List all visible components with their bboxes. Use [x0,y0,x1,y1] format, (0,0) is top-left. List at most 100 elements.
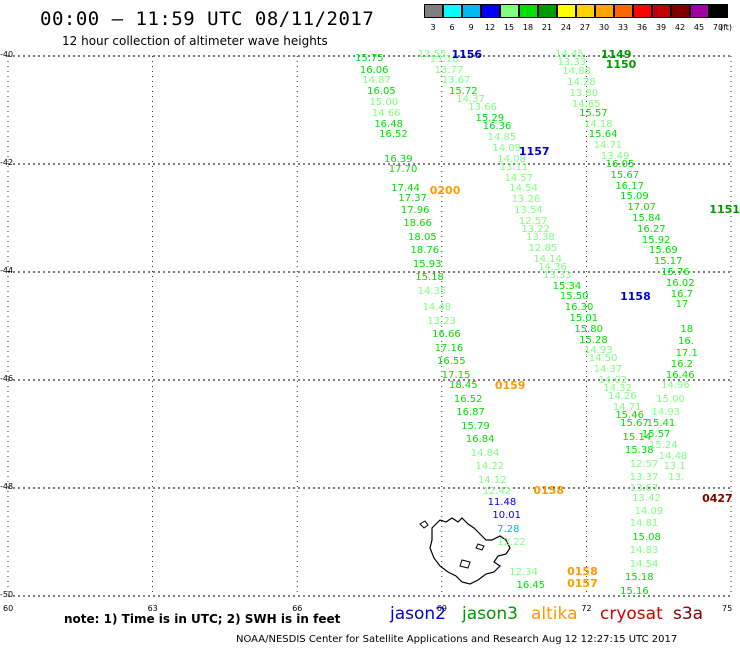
pass-label: 0158 [567,564,598,578]
wave-height-value: 7.28 [497,523,520,535]
wave-height-value: 15.18 [415,272,444,284]
colorbar-label: 27 [579,23,591,32]
page-subtitle: 12 hour collection of altimeter wave hei… [62,34,328,48]
wave-height-value: 15.84 [632,213,661,225]
colorbar-swatch [690,4,709,18]
wave-height-value: 18.45 [449,380,478,392]
colorbar-label: 12 [484,23,496,32]
colorbar-swatch [443,4,462,18]
pass-label: 0427 [702,491,733,505]
latitude-tick-label: -46 [0,374,14,383]
wave-height-value: 14.28 [567,77,596,88]
wave-height-value: 14.12 [477,474,507,486]
latitude-tick-label: -40 [0,50,14,59]
wave-height-value: 12.57 [629,458,659,470]
wave-height-value: 16.84 [465,434,495,446]
wave-height-value: 14.50 [588,353,618,365]
units-note: note: 1) Time is in UTC; 2) SWH is in fe… [64,612,341,626]
wave-height-value: 12.57 [518,215,548,227]
wave-height-value: 15.50 [559,291,589,303]
pass-label: 0158 [533,484,564,498]
colorbar-swatch [709,4,728,18]
wave-height-value: 15.34 [552,280,582,292]
wave-height-value: 12.34 [509,566,538,578]
wave-height-value: 14.18 [583,118,613,130]
wave-height-value: 15.93 [412,258,442,270]
wave-height-value: 17.15 [441,369,471,381]
wave-height-value: 16.45 [516,580,546,592]
colorbar-swatch [424,4,443,18]
latitude-tick-label: -44 [0,266,14,275]
colorbar-label: 3 [430,23,436,32]
wave-height-value: 15.57 [641,429,671,441]
wave-height-value: 16.7 [670,288,694,300]
wave-height-value: 13.54 [514,204,543,216]
colorbar-swatch [633,4,652,18]
wave-height-value: 13.38 [526,231,555,243]
colorbar-label: 70 [712,23,724,32]
wave-height-value: 13.49 [600,150,630,162]
wave-height-value: 15.00 [369,96,399,108]
pass-label: 1158 [620,290,651,304]
wave-height-value: 13.18 [429,54,459,66]
colorbar-swatch [557,4,576,18]
wave-height-value: 14.57 [504,172,534,184]
wave-height-value: 14.32 [603,383,632,395]
wave-height-value: 15.57 [579,107,608,119]
wave-height-value: 16.27 [637,223,666,235]
wave-height-value: 14.65 [571,98,601,110]
wave-height-value: 17.96 [400,204,430,216]
wave-height-value: 15.01 [569,312,599,324]
wave-height-value: 17.16 [434,342,464,354]
wave-height-value: 16.17 [615,180,644,192]
wave-height-value: 14.35 [417,285,447,297]
wave-height-value: 14.71 [593,140,623,152]
wave-height-value: 17 [675,299,689,311]
colorbar-unit: (ft) [720,23,733,32]
colorbar-label: 30 [598,23,610,32]
wave-height-value: 15.38 [624,445,654,457]
wave-height-value: 16.30 [564,302,594,314]
colorbar-label: 36 [636,23,648,32]
wave-height-value: 16.36 [482,121,512,133]
colorbar-label: 45 [693,23,705,32]
wave-height-value: 15.24 [649,439,678,451]
wave-height-value: 15.46 [615,410,644,422]
wave-height-value: 16.06 [359,64,389,76]
wave-height-value: 14.09 [634,506,664,518]
wave-height-value: 15.41 [646,418,676,430]
pass-label: 0157 [567,577,598,591]
wave-height-value: 15.80 [574,323,603,335]
wave-height-value: 14.81 [629,518,659,530]
wave-height-value: 14.37 [593,364,623,376]
pass-label: 1157 [518,145,550,159]
wave-height-value: 14.02 [598,375,628,387]
pass-label: 1151 [709,203,740,217]
wave-height-value: 16.2 [670,358,694,370]
wave-height-value: 14.22 [475,461,505,473]
wave-height-value: 14.54 [629,558,659,570]
wave-height-value: 13.37 [629,472,659,484]
wave-height-value: 12.55 [417,48,447,60]
wave-height-value: 17.07 [627,202,656,214]
longitude-tick-label: 69 [436,604,447,613]
small-islands-outline [419,520,485,569]
colorbar-swatch [652,4,671,18]
wave-height-value: 15.08 [632,531,661,543]
wave-height-value: 14.37 [456,94,485,106]
colorbar-label: 15 [503,23,515,32]
wave-height-value: 15.18 [624,572,654,584]
wave-height-value: 14.48 [422,302,452,314]
latitude-tick-label: -48 [0,482,14,491]
legend-item-jason2: jason2 [390,604,446,624]
wave-height-value: 14.66 [371,107,401,119]
wave-height-value: 16.55 [436,356,466,368]
wave-height-value: 15.92 [641,234,671,246]
wave-height-value: 16. [677,336,694,348]
wave-height-value: 13.80 [569,87,599,99]
wave-height-value: 16.66 [432,329,461,341]
wave-height-value: 15.69 [649,245,678,257]
wave-height-value: 14.96 [661,380,690,392]
wave-height-value: 15.28 [579,334,608,346]
wave-height-value: 14.09 [492,142,522,154]
